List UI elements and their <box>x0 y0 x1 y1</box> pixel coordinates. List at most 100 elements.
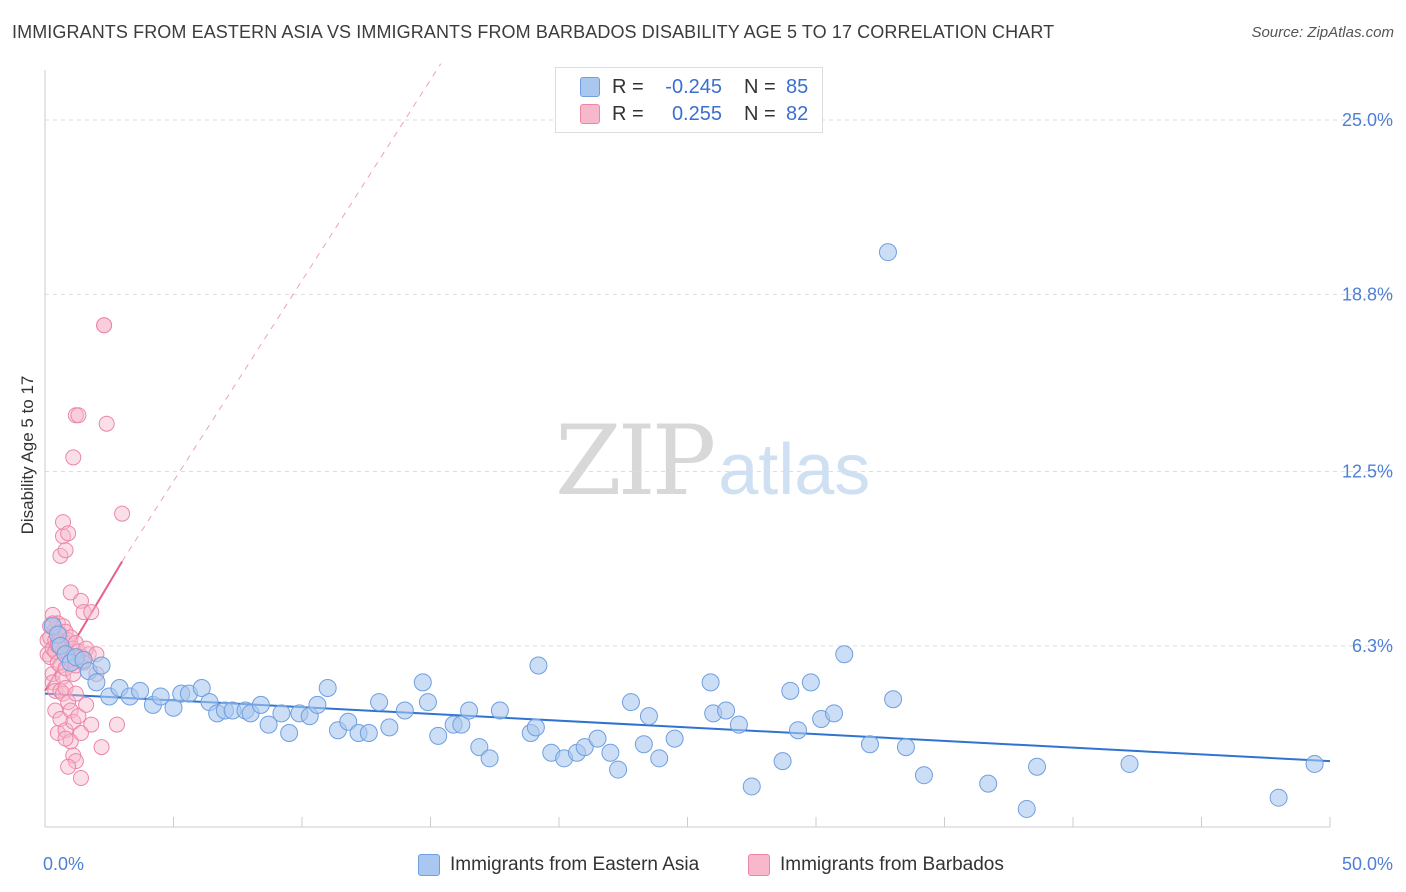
eastern-asia-point <box>665 729 684 748</box>
eastern-asia-point <box>801 673 820 692</box>
legend-n-value: 82 <box>786 102 809 125</box>
barbados-point <box>108 716 125 733</box>
barbados-point <box>96 317 113 334</box>
eastern-asia-point <box>192 679 211 698</box>
legend-r-value: 0.255 <box>671 102 722 125</box>
legend-n-label: N = <box>744 102 776 125</box>
eastern-asia-point <box>896 738 915 757</box>
x-tick-label-max: 50.0% <box>1342 854 1393 874</box>
eastern-asia-point <box>452 715 471 734</box>
eastern-asia-point <box>639 707 658 726</box>
y-tick-label: 18.8% <box>1342 284 1393 304</box>
series-barbados-points <box>39 317 131 787</box>
barbados-point <box>93 739 110 756</box>
eastern-asia-point <box>1269 788 1288 807</box>
eastern-asia-point <box>318 679 337 698</box>
barbados-trend-extension <box>121 63 442 562</box>
eastern-asia-point <box>470 738 489 757</box>
legend-row-eastern-asia: R = -0.245 N = 85 <box>580 73 808 101</box>
eastern-asia-point <box>701 673 720 692</box>
eastern-asia-point <box>914 766 933 785</box>
chart-title: IMMIGRANTS FROM EASTERN ASIA VS IMMIGRAN… <box>12 22 1055 42</box>
eastern-asia-point <box>526 718 545 737</box>
barbados-point <box>60 525 77 542</box>
barbados-point <box>62 584 79 601</box>
eastern-asia-point <box>259 715 278 734</box>
eastern-asia-point <box>824 704 843 723</box>
eastern-asia-point <box>280 724 299 743</box>
legend-n-value: 85 <box>786 75 809 98</box>
eastern-asia-point <box>251 695 270 714</box>
eastern-asia-point <box>1305 754 1324 773</box>
eastern-asia-point <box>395 701 414 720</box>
eastern-asia-point <box>860 735 879 754</box>
eastern-asia-point <box>87 673 106 692</box>
eastern-asia-point <box>413 673 432 692</box>
eastern-asia-point <box>529 656 548 675</box>
eastern-asia-point <box>588 729 607 748</box>
eastern-asia-point <box>781 681 800 700</box>
eastern-asia-point <box>131 681 150 700</box>
eastern-asia-point <box>773 752 792 771</box>
eastern-asia-point <box>729 715 748 734</box>
bottom-legend-swatch-pink <box>748 854 770 876</box>
eastern-asia-point <box>1028 757 1047 776</box>
eastern-asia-point <box>272 704 291 723</box>
eastern-asia-point <box>164 698 183 717</box>
barbados-point <box>67 685 84 702</box>
barbados-point <box>65 449 82 466</box>
barbados-point <box>72 725 89 742</box>
barbados-point <box>72 770 89 787</box>
barbados-point <box>83 604 100 621</box>
legend-r-label: R = <box>612 75 644 98</box>
eastern-asia-point <box>490 701 509 720</box>
axes <box>44 70 1331 828</box>
y-tick-label: 12.5% <box>1342 461 1393 481</box>
eastern-asia-point <box>835 645 854 664</box>
y-axis-label: Disability Age 5 to 17 <box>18 375 37 535</box>
barbados-point <box>114 505 131 522</box>
barbados-point <box>57 730 74 747</box>
eastern-asia-point <box>92 656 111 675</box>
barbados-point <box>60 758 77 775</box>
correlation-legend: R = -0.245 N = 85 R = 0.255 N = 82 <box>555 67 823 133</box>
eastern-asia-point <box>979 774 998 793</box>
eastern-asia-point <box>650 749 669 768</box>
tick-labels: 6.3% 12.5% 18.8% 25.0% 0.0% 50.0% <box>43 110 1393 874</box>
eastern-asia-point <box>339 712 358 731</box>
watermark-zip: ZIP <box>555 405 716 517</box>
grid-lines <box>45 119 1392 647</box>
series-eastern-asia-points <box>43 243 1324 818</box>
eastern-asia-point <box>575 738 594 757</box>
watermark: ZIPatlas <box>555 405 870 517</box>
eastern-asia-point <box>634 735 653 754</box>
eastern-asia-point <box>418 693 437 712</box>
barbados-point <box>78 696 95 713</box>
barbados-point <box>98 415 115 432</box>
legend-r-value: -0.245 <box>665 75 722 98</box>
source-label: Source: ZipAtlas.com <box>1251 24 1394 41</box>
barbados-point <box>70 708 87 725</box>
bottom-legend-barbados: Immigrants from Barbados <box>748 851 1004 879</box>
eastern-asia-point <box>717 701 736 720</box>
eastern-asia-point <box>601 743 620 762</box>
eastern-asia-point <box>1120 754 1139 773</box>
eastern-asia-point <box>308 695 327 714</box>
eastern-asia-point <box>429 726 448 745</box>
eastern-asia-point <box>480 749 499 768</box>
x-tick-label-min: 0.0% <box>43 854 84 874</box>
eastern-asia-point <box>370 693 389 712</box>
legend-swatch-pink <box>580 104 600 124</box>
eastern-asia-point <box>1017 799 1036 818</box>
legend-n-label: N = <box>744 75 776 98</box>
legend-row-barbados: R = 0.255 N = 82 <box>580 100 808 128</box>
barbados-point <box>57 542 74 559</box>
watermark-atlas: atlas <box>718 430 871 510</box>
y-tick-label: 25.0% <box>1342 110 1393 130</box>
bottom-legend-label: Immigrants from Barbados <box>780 854 1004 875</box>
eastern-asia-point <box>621 693 640 712</box>
eastern-asia-point <box>609 760 628 779</box>
bottom-legend-label: Immigrants from Eastern Asia <box>450 854 700 875</box>
y-tick-label: 6.3% <box>1352 636 1393 656</box>
